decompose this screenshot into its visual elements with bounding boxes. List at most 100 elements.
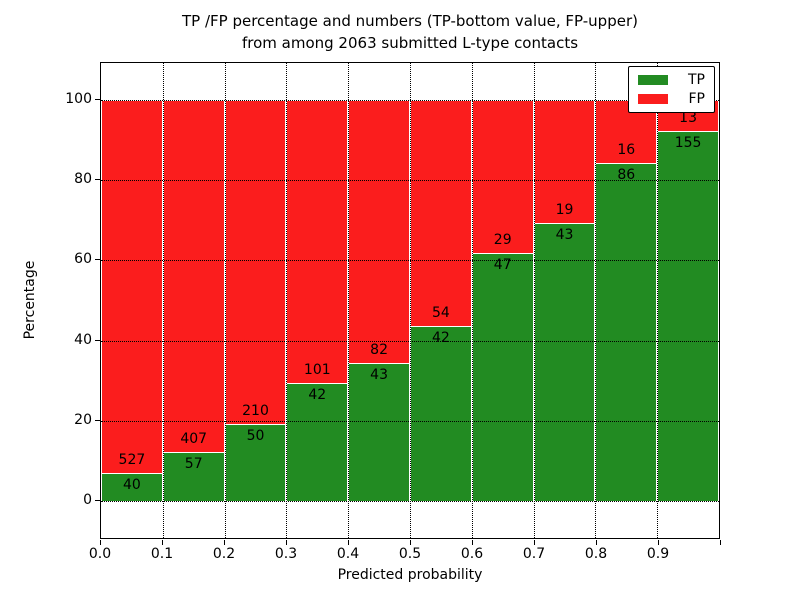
- y-tick-label: 60: [74, 251, 92, 268]
- gridline-horizontal: [101, 180, 719, 182]
- bar-segment-fp: [471, 100, 534, 253]
- y-tick-label: 80: [74, 171, 92, 188]
- gridline-horizontal: [101, 340, 719, 342]
- x-tick-mark: [162, 540, 163, 545]
- bar-label-tp: 43: [555, 226, 574, 243]
- bar-segment-fp: [224, 100, 287, 424]
- x-tick-mark: [224, 540, 225, 545]
- plot-area: 527 40 407 57 210 50 101 42 82 43 54 42 29 47 19 43 16 86…: [100, 62, 720, 539]
- bar-segment-tp: [471, 253, 534, 501]
- x-tick-mark: [658, 540, 659, 545]
- bar-label-tp: 43: [370, 367, 388, 384]
- gridline-vertical: [162, 63, 164, 538]
- x-tick-label: 0.6: [460, 546, 484, 562]
- x-tick-label: 0.0: [88, 546, 112, 562]
- gridline-horizontal: [101, 100, 719, 101]
- x-tick-label: 0.9: [646, 546, 670, 562]
- bar-label-fp: 29: [493, 232, 512, 248]
- x-tick-label: 0.1: [150, 546, 174, 562]
- x-tick-mark: [286, 540, 287, 545]
- chart-title: TP /FP percentage and numbers (TP-bottom…: [90, 10, 730, 54]
- tp-swatch-icon: [638, 75, 668, 85]
- chart-title-line1: TP /FP percentage and numbers (TP-bottom…: [182, 12, 638, 30]
- x-tick-mark: [720, 540, 721, 545]
- x-tick-mark: [100, 540, 101, 545]
- bar-segment-tp: [162, 451, 225, 501]
- gridline-horizontal: [101, 501, 719, 502]
- bar-label-tp: 86: [617, 166, 636, 183]
- x-tick-mark: [348, 540, 349, 545]
- bar-segment-fp: [410, 100, 472, 326]
- x-tick-label: 0.8: [584, 546, 608, 562]
- x-tick-label: 0.3: [274, 546, 298, 562]
- bar-segment-tp: [224, 423, 287, 501]
- bar-label-tp: 155: [674, 135, 702, 152]
- gridline-vertical: [348, 63, 350, 538]
- legend-label-tp: TP: [688, 72, 705, 88]
- gridline-vertical: [595, 63, 597, 538]
- bar-label-fp: 82: [370, 342, 388, 359]
- bar-label-fp: 13: [679, 110, 697, 127]
- y-tick-label: 40: [74, 331, 92, 348]
- bar-segment-tp: [286, 383, 349, 501]
- bar-segment-tp: [657, 131, 719, 501]
- y-tick-mark: [95, 99, 100, 100]
- legend-label-fp: FP: [688, 91, 706, 107]
- x-tick-mark: [472, 540, 473, 545]
- y-tick-mark: [95, 419, 100, 421]
- bar-label-fp: 19: [555, 201, 574, 218]
- y-tick-mark: [95, 500, 100, 501]
- bar-label-tp: 47: [493, 257, 512, 273]
- bar-label-tp: 42: [308, 387, 327, 404]
- gridline-vertical: [533, 63, 535, 538]
- x-tick-label: 0.7: [522, 546, 546, 562]
- bar-label-fp: 101: [303, 362, 331, 379]
- bar-segment-fp: [162, 100, 225, 452]
- x-tick-label: 0.5: [398, 546, 422, 562]
- bar-label-tp: 57: [184, 455, 203, 472]
- bar-label-fp: 527: [118, 451, 146, 468]
- y-tick-label: 100: [65, 91, 92, 107]
- bar-label-fp: 210: [242, 402, 269, 419]
- bar-label-tp: 40: [122, 476, 141, 493]
- x-tick-mark: [410, 540, 411, 545]
- y-tick-mark: [95, 179, 100, 181]
- bar-segment-tp: [595, 162, 658, 501]
- y-axis-label: Percentage: [22, 260, 38, 340]
- bar-segment-fp: [348, 100, 410, 364]
- y-tick-mark: [95, 339, 100, 341]
- bar-segment-fp: [533, 100, 596, 223]
- gridline-vertical: [286, 63, 288, 538]
- bar-label-fp: 407: [180, 430, 208, 447]
- y-tick-label: 0: [83, 492, 92, 508]
- bar-label-tp: 42: [431, 329, 450, 346]
- bar-label-fp: 16: [617, 141, 636, 158]
- x-tick-label: 0.2: [212, 546, 236, 562]
- gridline-horizontal: [101, 260, 719, 262]
- bar-label-tp: 50: [246, 427, 265, 444]
- y-tick-label: 20: [74, 411, 92, 428]
- gridline-vertical: [224, 63, 226, 538]
- x-axis-label: Predicted probability: [337, 567, 483, 583]
- chart-title-line2: from among 2063 submitted L-type contact…: [241, 34, 579, 52]
- x-tick-mark: [534, 540, 535, 545]
- gridline-vertical: [471, 63, 473, 538]
- x-tick-mark: [596, 540, 597, 545]
- gridline-vertical: [410, 63, 411, 538]
- fp-swatch-icon: [638, 94, 668, 104]
- gridline-vertical: [657, 63, 659, 538]
- y-tick-mark: [95, 259, 100, 261]
- bar-label-fp: 54: [431, 304, 450, 321]
- bar-segment-tp: [410, 325, 472, 501]
- legend-entry-tp: TP: [638, 73, 705, 87]
- legend-entry-fp: FP: [638, 92, 705, 106]
- bar-segment-fp: [101, 100, 163, 473]
- bar-segment-fp: [286, 100, 349, 384]
- gridline-horizontal: [101, 420, 719, 422]
- bar-segment-tp: [533, 222, 596, 501]
- bar-segment-tp: [101, 472, 163, 501]
- x-tick-label: 0.4: [336, 546, 360, 562]
- legend: TP FP: [628, 66, 715, 113]
- bar-segment-tp: [348, 363, 410, 501]
